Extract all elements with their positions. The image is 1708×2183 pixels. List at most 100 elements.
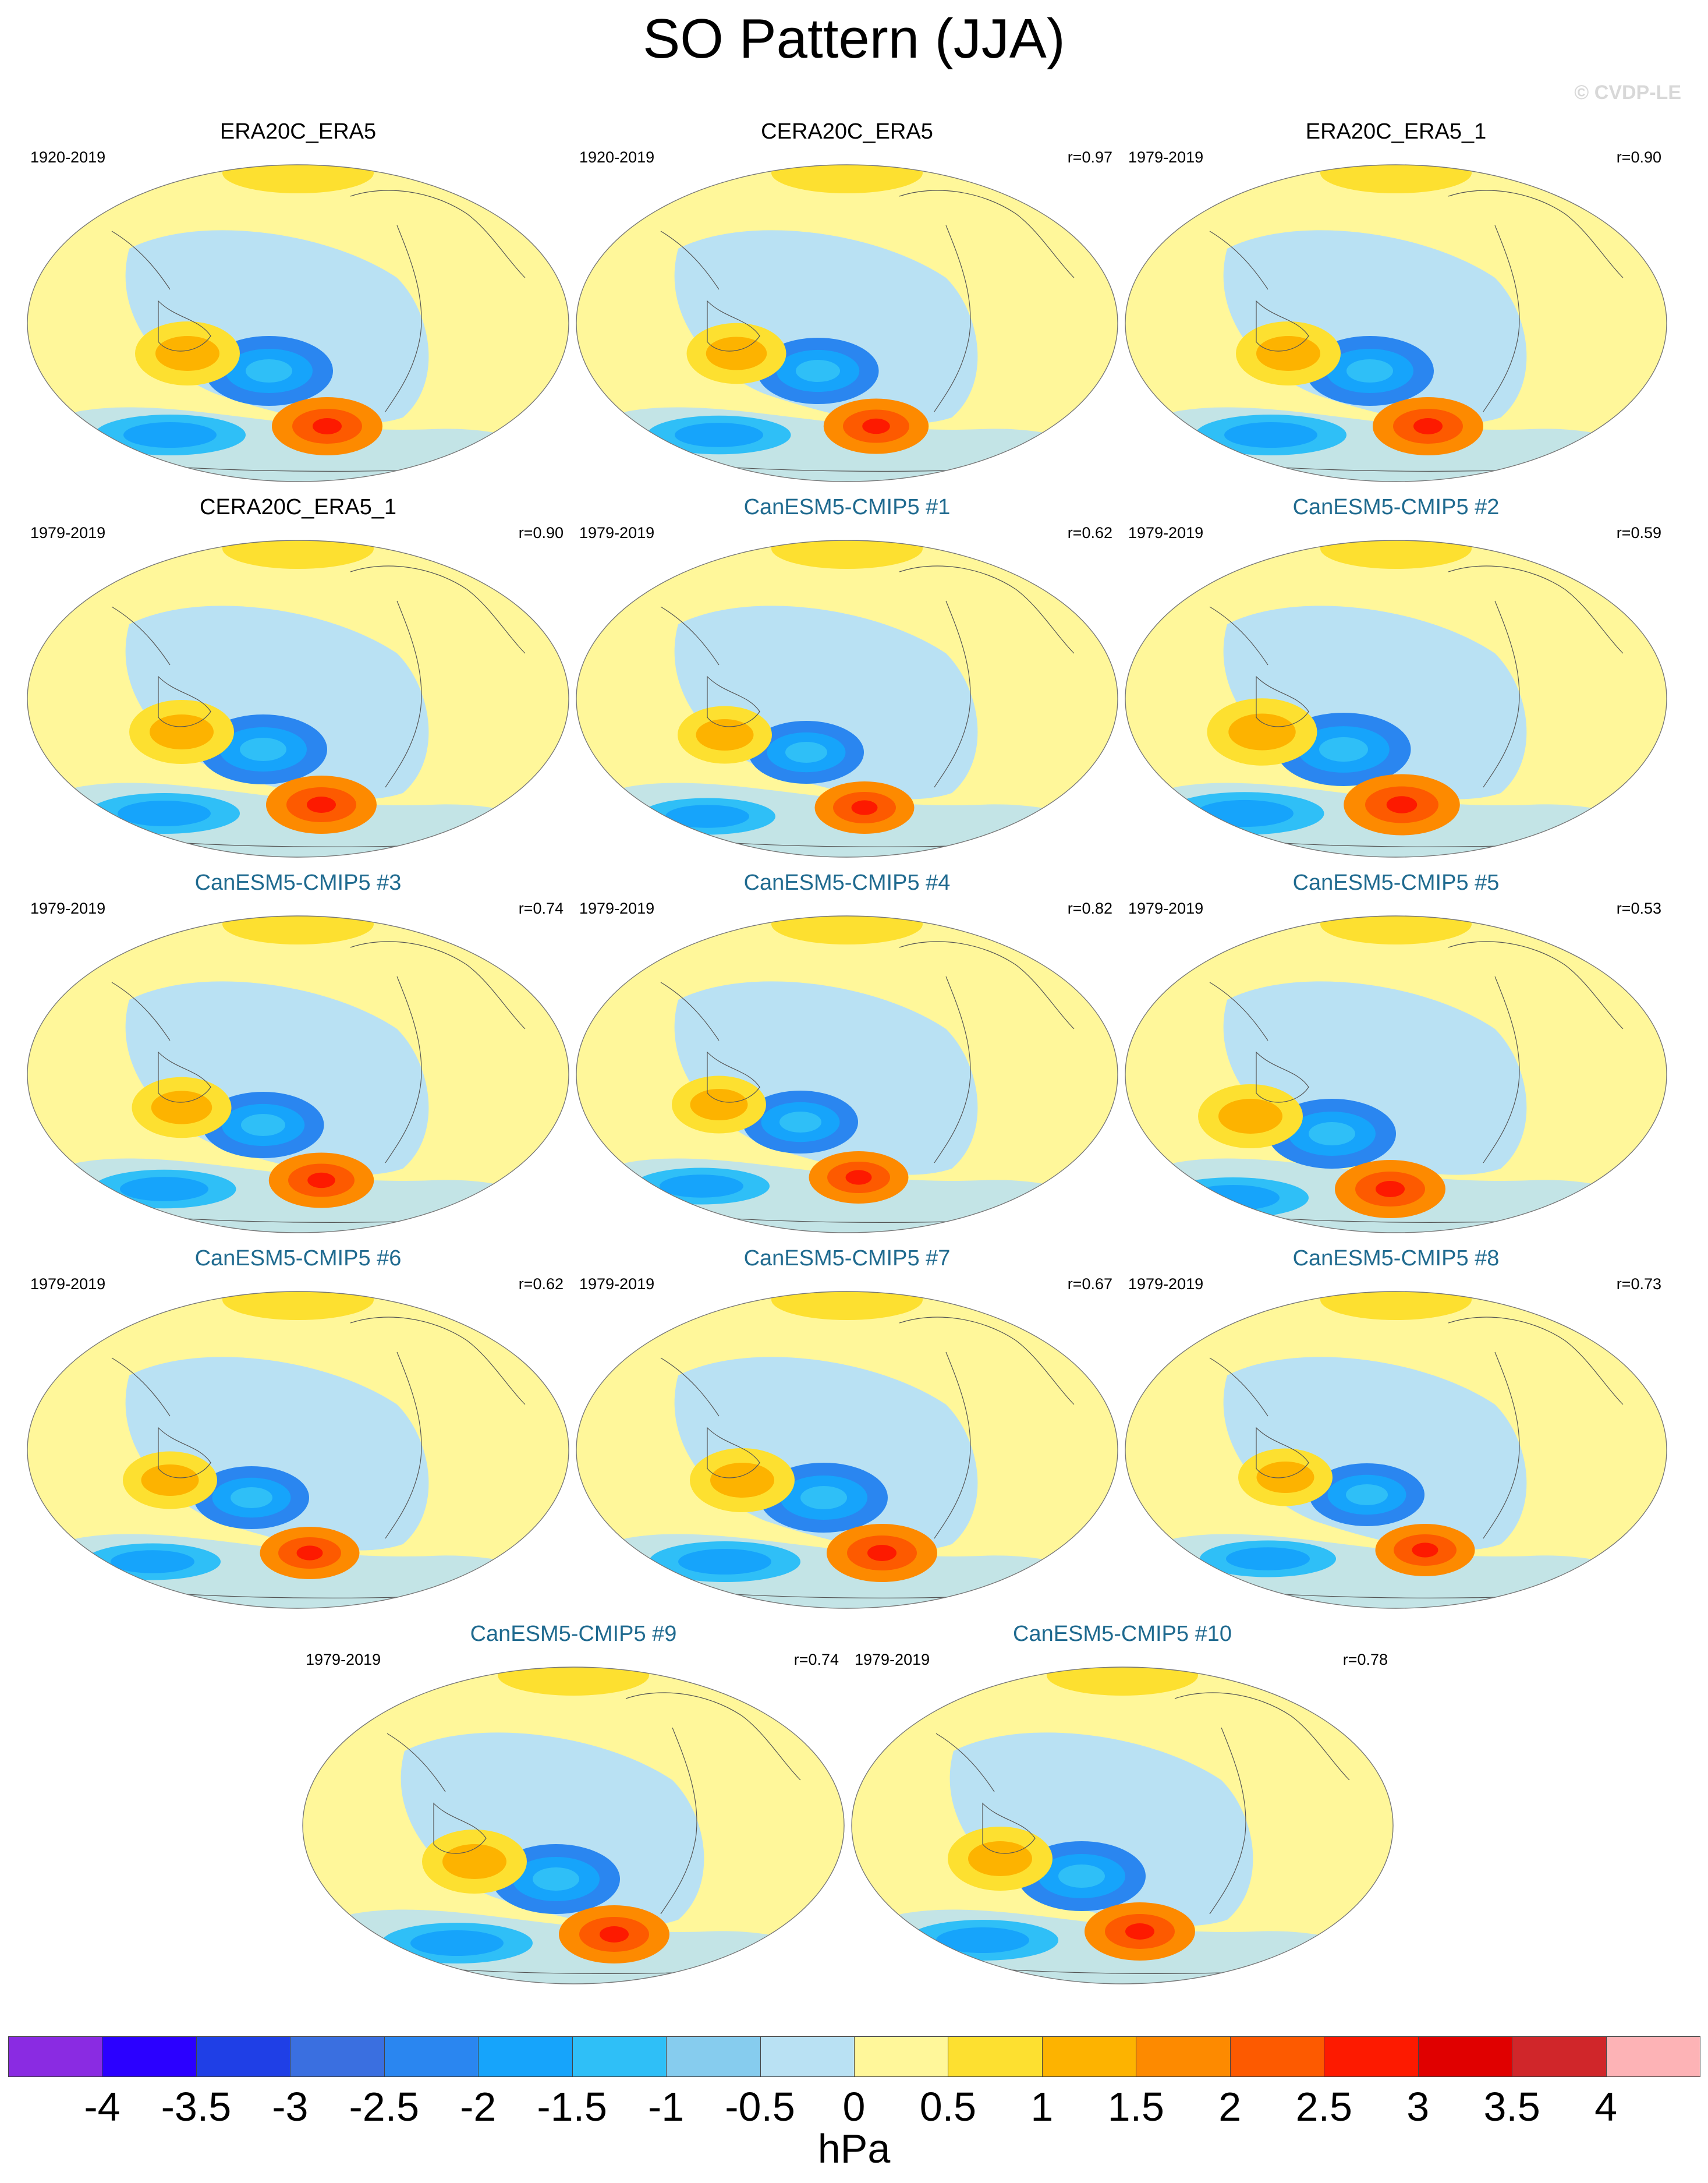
map-panel: ERA20C_ERA5 1920-2019 bbox=[24, 119, 572, 495]
panel-years: 1979-2019 bbox=[1128, 148, 1204, 166]
panel-title: CanESM5-CMIP5 #7 bbox=[743, 1246, 951, 1271]
colorbar-tick-label: -3.5 bbox=[161, 2084, 232, 2129]
colorbar-swatch bbox=[1418, 2036, 1513, 2077]
colorbar-swatch bbox=[948, 2036, 1043, 2077]
panel-correlation: r=0.74 bbox=[793, 1651, 839, 1668]
panel-years: 1979-2019 bbox=[1128, 524, 1204, 542]
map-panel: CanESM5-CMIP5 #4 1979-2019 r=0.82 bbox=[573, 871, 1121, 1246]
panel-correlation: r=0.62 bbox=[1067, 524, 1112, 542]
panel-years: 1979-2019 bbox=[30, 1275, 106, 1293]
colorbar-swatch bbox=[102, 2036, 197, 2077]
colorbar-swatch bbox=[1041, 2036, 1137, 2077]
panel-years: 1979-2019 bbox=[30, 524, 106, 542]
panel-correlation: r=0.59 bbox=[1616, 524, 1661, 542]
panel-title: CanESM5-CMIP5 #5 bbox=[1292, 871, 1500, 895]
colorbar-tick-label: 0 bbox=[842, 2084, 866, 2129]
panel-correlation: r=0.90 bbox=[518, 524, 564, 542]
colorbar-tick-label: -2 bbox=[460, 2084, 497, 2129]
colorbar-tick-label: -1.5 bbox=[537, 2084, 607, 2129]
panel-years: 1979-2019 bbox=[1128, 900, 1204, 917]
map-plot bbox=[1125, 915, 1667, 1233]
colorbar-tick-label: 1.5 bbox=[1107, 2084, 1164, 2129]
panel-years: 1979-2019 bbox=[1128, 1275, 1204, 1293]
map-panel: CanESM5-CMIP5 #1 1979-2019 r=0.62 bbox=[573, 495, 1121, 871]
colorbar-swatch bbox=[1324, 2036, 1419, 2077]
map-plot bbox=[302, 1667, 845, 1984]
colorbar-tick-label: -1 bbox=[647, 2084, 685, 2129]
colorbar-tick-label: 3 bbox=[1406, 2084, 1430, 2129]
panel-title: CanESM5-CMIP5 #8 bbox=[1292, 1246, 1500, 1271]
map-plot bbox=[576, 1291, 1118, 1609]
map-panel: CanESM5-CMIP5 #9 1979-2019 r=0.74 bbox=[300, 1622, 847, 1997]
map-plot bbox=[1125, 1291, 1667, 1609]
colorbar-swatch bbox=[478, 2036, 573, 2077]
colorbar-swatch bbox=[1136, 2036, 1231, 2077]
colorbar-tick-label: -2.5 bbox=[349, 2084, 420, 2129]
colorbar-swatch bbox=[572, 2036, 667, 2077]
panel-correlation: r=0.97 bbox=[1067, 148, 1112, 166]
panel-title: CanESM5-CMIP5 #10 bbox=[1013, 1622, 1232, 1646]
panel-correlation: r=0.62 bbox=[518, 1275, 564, 1293]
colorbar-swatch bbox=[290, 2036, 385, 2077]
map-plot bbox=[851, 1667, 1394, 1984]
panel-title: CanESM5-CMIP5 #4 bbox=[743, 871, 951, 895]
panel-correlation: r=0.78 bbox=[1342, 1651, 1388, 1668]
colorbar-swatch bbox=[8, 2036, 103, 2077]
panel-years: 1920-2019 bbox=[30, 148, 106, 166]
colorbar-swatch bbox=[666, 2036, 761, 2077]
panel-years: 1979-2019 bbox=[579, 1275, 655, 1293]
panel-title: CanESM5-CMIP5 #9 bbox=[470, 1622, 677, 1646]
colorbar-swatch bbox=[196, 2036, 291, 2077]
colorbar-tick-label: -0.5 bbox=[725, 2084, 795, 2129]
colorbar-tick-label: 0.5 bbox=[919, 2084, 977, 2129]
panel-title: CERA20C_ERA5_1 bbox=[200, 495, 396, 519]
panel-correlation: r=0.73 bbox=[1616, 1275, 1661, 1293]
panel-title: CanESM5-CMIP5 #2 bbox=[1292, 495, 1500, 519]
panel-title: CanESM5-CMIP5 #3 bbox=[194, 871, 402, 895]
colorbar-tick-label: -4 bbox=[84, 2084, 121, 2129]
map-plot bbox=[27, 540, 569, 858]
map-plot bbox=[576, 164, 1118, 482]
colorbar-tick-label: 1 bbox=[1030, 2084, 1054, 2129]
map-plot bbox=[576, 540, 1118, 858]
colorbar-tick-label: 4 bbox=[1594, 2084, 1618, 2129]
colorbar-swatch bbox=[854, 2036, 949, 2077]
colorbar-tick-label: 2 bbox=[1218, 2084, 1242, 2129]
panel-title: ERA20C_ERA5_1 bbox=[1305, 119, 1487, 144]
map-plot bbox=[27, 915, 569, 1233]
panel-correlation: r=0.53 bbox=[1616, 900, 1661, 917]
map-panel: CanESM5-CMIP5 #2 1979-2019 r=0.59 bbox=[1122, 495, 1670, 871]
map-panel: CanESM5-CMIP5 #5 1979-2019 r=0.53 bbox=[1122, 871, 1670, 1246]
panel-years: 1979-2019 bbox=[579, 524, 655, 542]
map-plot bbox=[1125, 540, 1667, 858]
panel-title: CanESM5-CMIP5 #1 bbox=[743, 495, 951, 519]
map-panel: CanESM5-CMIP5 #3 1979-2019 r=0.74 bbox=[24, 871, 572, 1246]
map-panel: CanESM5-CMIP5 #8 1979-2019 r=0.73 bbox=[1122, 1246, 1670, 1622]
map-panel: CanESM5-CMIP5 #7 1979-2019 r=0.67 bbox=[573, 1246, 1121, 1622]
colorbar-tick-label: 3.5 bbox=[1483, 2084, 1540, 2129]
panel-correlation: r=0.74 bbox=[518, 900, 564, 917]
panel-title: CanESM5-CMIP5 #6 bbox=[194, 1246, 402, 1271]
map-plot bbox=[27, 164, 569, 482]
map-panel: CanESM5-CMIP5 #10 1979-2019 r=0.78 bbox=[849, 1622, 1396, 1997]
panel-correlation: r=0.90 bbox=[1616, 148, 1661, 166]
panel-years: 1979-2019 bbox=[855, 1651, 930, 1668]
panel-title: CERA20C_ERA5 bbox=[761, 119, 933, 144]
panel-years: 1979-2019 bbox=[579, 900, 655, 917]
colorbar-swatch bbox=[1606, 2036, 1700, 2077]
panel-years: 1920-2019 bbox=[579, 148, 655, 166]
map-plot bbox=[1125, 164, 1667, 482]
map-panel: CERA20C_ERA5 1920-2019 r=0.97 bbox=[573, 119, 1121, 495]
panel-title: ERA20C_ERA5 bbox=[219, 119, 377, 144]
colorbar-swatch bbox=[1512, 2036, 1607, 2077]
map-plot bbox=[576, 915, 1118, 1233]
map-panel: CERA20C_ERA5_1 1979-2019 r=0.90 bbox=[24, 495, 572, 871]
colorbar-tick-label: 2.5 bbox=[1295, 2084, 1352, 2129]
watermark: © CVDP-LE bbox=[1574, 82, 1681, 104]
colorbar-swatch bbox=[760, 2036, 855, 2077]
map-plot bbox=[27, 1291, 569, 1609]
colorbar bbox=[8, 2036, 1700, 2077]
figure-title: SO Pattern (JJA) bbox=[643, 8, 1065, 70]
colorbar-swatch bbox=[384, 2036, 479, 2077]
colorbar-tick-label: -3 bbox=[272, 2084, 309, 2129]
